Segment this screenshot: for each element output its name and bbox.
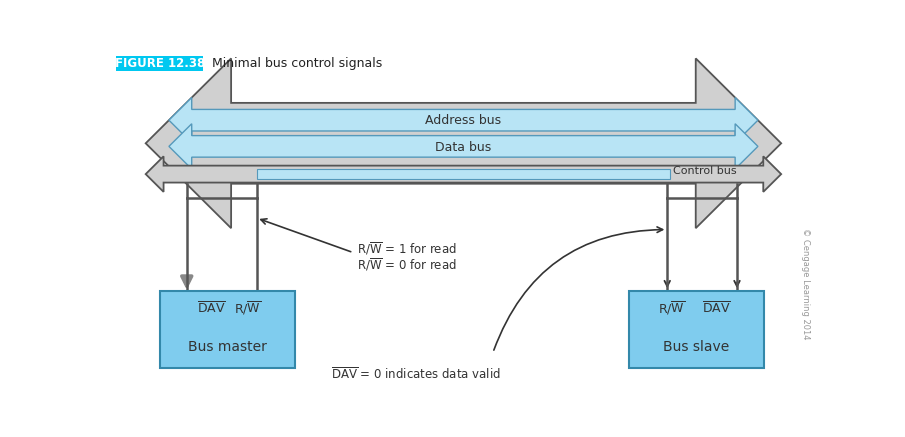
Text: $\overline{\mathregular{DAV}}$ = 0 indicates data valid: $\overline{\mathregular{DAV}}$ = 0 indic… [330, 366, 500, 382]
Text: R/$\overline{\mathregular{W}}$ = 1 for read: R/$\overline{\mathregular{W}}$ = 1 for r… [357, 240, 457, 257]
Text: Control bus: Control bus [673, 166, 737, 176]
Polygon shape [146, 156, 781, 192]
Bar [256, 170, 670, 179]
Text: Address bus: Address bus [425, 114, 501, 128]
Polygon shape [146, 59, 781, 228]
FancyBboxPatch shape [116, 55, 203, 71]
Text: Bus slave: Bus slave [663, 340, 729, 354]
Text: $\overline{\mathregular{DAV}}$: $\overline{\mathregular{DAV}}$ [702, 300, 731, 316]
Polygon shape [169, 97, 757, 143]
Text: Minimal bus control signals: Minimal bus control signals [213, 58, 383, 70]
Text: FIGURE 12.38: FIGURE 12.38 [115, 58, 205, 70]
FancyBboxPatch shape [628, 291, 764, 368]
Text: $\overline{\mathregular{DAV}}$: $\overline{\mathregular{DAV}}$ [196, 300, 225, 316]
Text: Bus master: Bus master [188, 340, 267, 354]
Text: Data bus: Data bus [435, 141, 491, 154]
Polygon shape [169, 124, 757, 169]
Text: R/$\overline{\mathregular{W}}$ = 0 for read: R/$\overline{\mathregular{W}}$ = 0 for r… [357, 256, 457, 273]
FancyBboxPatch shape [159, 291, 295, 368]
Text: R/$\overline{\mathregular{W}}$: R/$\overline{\mathregular{W}}$ [234, 299, 262, 317]
Text: © Cengage Learning 2014: © Cengage Learning 2014 [801, 228, 810, 339]
Text: R/$\overline{\mathregular{W}}$: R/$\overline{\mathregular{W}}$ [658, 299, 685, 317]
